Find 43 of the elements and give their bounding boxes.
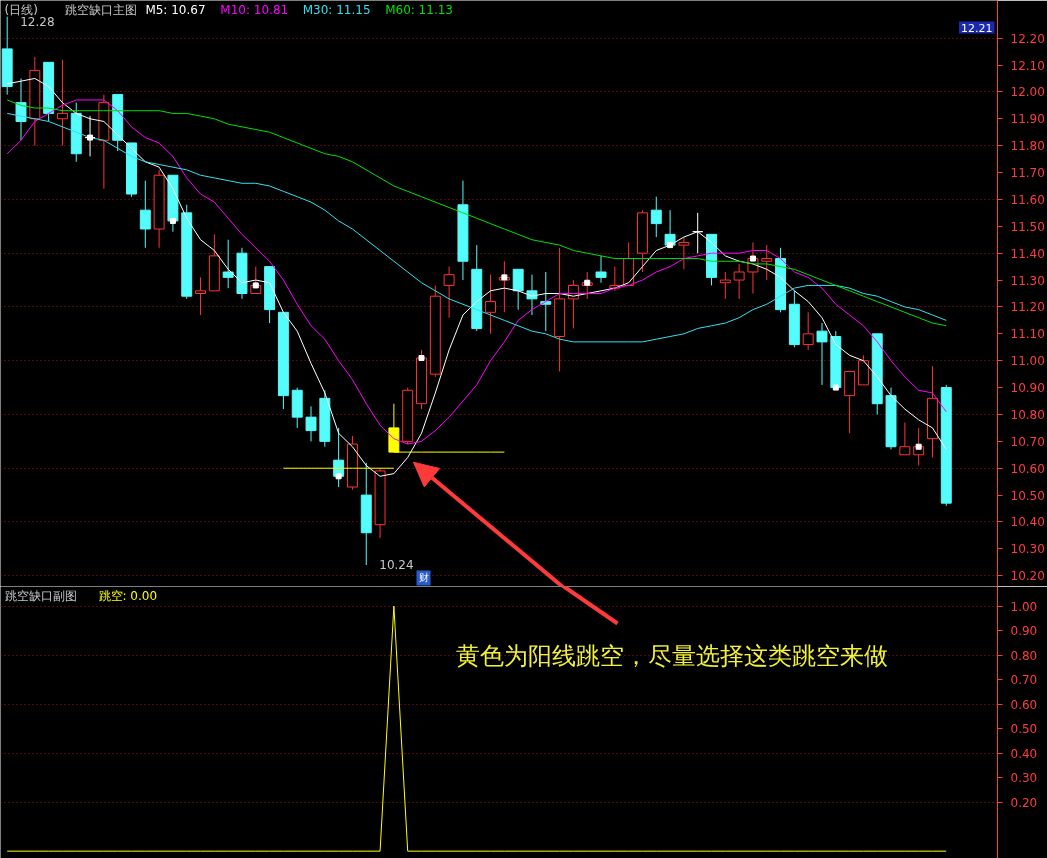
y-tick-label: 11.00: [1010, 354, 1045, 369]
y-tick-label: 0.50: [1010, 722, 1038, 737]
annotation: 黄色为阳线跳空，尽量选择这类跳空来做: [455, 642, 888, 669]
y-tick-label: 1.00: [1010, 599, 1038, 614]
y-tick-label: 0.90: [1010, 624, 1038, 639]
y-tick-label: 11.40: [1010, 246, 1045, 261]
y-tick-label: 11.20: [1010, 300, 1045, 315]
text: M60: 11.13: [385, 2, 453, 17]
y-tick-label: 11.70: [1010, 166, 1045, 181]
y-tick-label: 11.50: [1010, 219, 1045, 234]
y-tick-label: 10.30: [1010, 542, 1045, 557]
y-tick-label: 0.40: [1010, 746, 1038, 761]
chart-title: 跳空缺口副图: [4, 588, 77, 603]
text: 12.21: [961, 21, 993, 35]
y-tick-label: 10.60: [1010, 461, 1045, 476]
chart-title: (日线): [4, 2, 38, 17]
y-tick-label: 0.80: [1010, 648, 1038, 663]
y-tick-label: 11.10: [1010, 327, 1045, 342]
y-tick-label: 11.80: [1010, 139, 1045, 154]
y-tick-label: 0.30: [1010, 771, 1038, 786]
y-tick-label: 10.20: [1010, 569, 1045, 584]
y-tick-label: 11.90: [1010, 112, 1045, 127]
y-tick-label: 10.50: [1010, 488, 1045, 503]
y-tick-label: 10.70: [1010, 434, 1045, 449]
y-tick-label: 11.60: [1010, 192, 1045, 207]
y-tick-label: 11.30: [1010, 273, 1045, 288]
y-tick-label: 0.20: [1010, 795, 1038, 810]
text: 跳空: 0.00: [98, 588, 158, 603]
text: M5: 10.67: [145, 2, 206, 17]
y-tick-label: 0.70: [1010, 673, 1038, 688]
annotation: 财: [418, 572, 429, 584]
y-tick-label: 0.60: [1010, 697, 1038, 712]
annotation: 12.28: [20, 14, 55, 29]
y-tick-label: 12.00: [1010, 85, 1045, 100]
annotation: 10.24: [379, 558, 414, 573]
chart-subtitle: 跳空缺口主图: [65, 2, 138, 17]
y-tick-label: 10.40: [1010, 515, 1045, 530]
text: M10: 10.81: [220, 2, 289, 17]
y-tick-label: 10.80: [1010, 407, 1045, 422]
y-tick-label: 12.20: [1010, 31, 1045, 46]
y-tick-label: 10.90: [1010, 381, 1045, 396]
text: M30: 11.15: [302, 2, 371, 17]
y-tick-label: 12.10: [1010, 58, 1045, 73]
